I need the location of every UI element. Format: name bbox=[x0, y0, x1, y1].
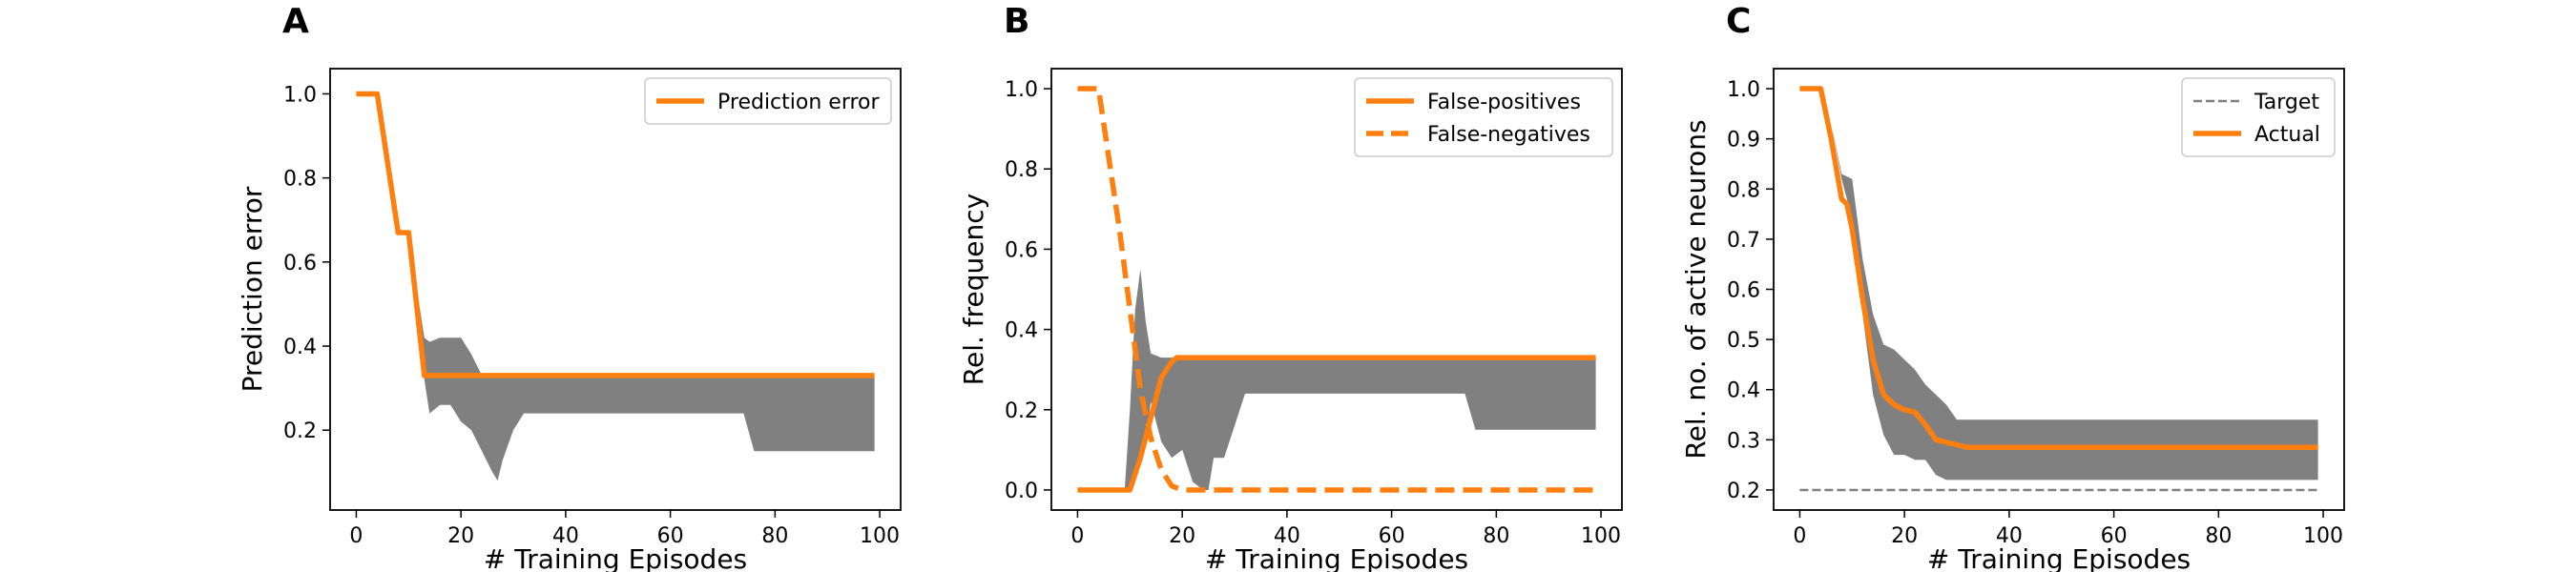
legend: False-positives False-negatives bbox=[1354, 77, 1613, 157]
y-tick-label: 0.3 bbox=[1727, 429, 1760, 453]
x-tick-label: 100 bbox=[1581, 524, 1621, 548]
y-tick-label: 0.6 bbox=[283, 252, 317, 276]
y-tick-label: 1.0 bbox=[1005, 78, 1038, 102]
y-tick-label: 0.0 bbox=[1005, 480, 1038, 503]
y-tick-label: 0.8 bbox=[1005, 158, 1038, 182]
y-axis-label: Rel. frequency bbox=[958, 194, 989, 385]
x-tick-label: 40 bbox=[1996, 524, 2023, 548]
legend-label-prediction-error: Prediction error bbox=[717, 91, 880, 114]
variability-band bbox=[1799, 89, 2318, 480]
x-tick-label: 100 bbox=[2303, 524, 2343, 548]
y-tick-label: 0.4 bbox=[1005, 319, 1038, 343]
x-tick-label: 20 bbox=[1169, 524, 1195, 548]
series-line-false-negatives bbox=[1077, 86, 1596, 493]
panel-label: B bbox=[1004, 2, 1029, 41]
panel-a: A 0 20 40 60 80 100 0.2 0.4 0.6 0.8 1.0 # Training E… bbox=[237, 2, 902, 572]
panel-label: A bbox=[282, 2, 309, 41]
legend-box bbox=[644, 77, 892, 125]
y-tick-label: 0.2 bbox=[283, 419, 317, 443]
y-tick-label: 1.0 bbox=[1727, 78, 1760, 102]
y-tick-label: 0.4 bbox=[1727, 379, 1760, 403]
variability-band bbox=[1077, 269, 1596, 490]
x-tick-label: 60 bbox=[2101, 524, 2128, 548]
legend-label-false-negatives: False-negatives bbox=[1427, 123, 1590, 147]
series-line-prediction-error bbox=[356, 91, 875, 378]
axes-frame bbox=[329, 68, 902, 511]
y-tick-label: 0.9 bbox=[1727, 129, 1760, 153]
x-tick-label: 80 bbox=[761, 524, 788, 548]
panel-label: C bbox=[1726, 2, 1751, 41]
x-tick-label: 0 bbox=[1793, 524, 1806, 548]
x-tick-label: 40 bbox=[552, 524, 579, 548]
x-tick-label: 60 bbox=[657, 524, 684, 548]
y-tick-label: 0.2 bbox=[1005, 399, 1038, 423]
x-tick-label: 80 bbox=[1483, 524, 1509, 548]
y-axis-label: Rel. no. of active neurons bbox=[1680, 119, 1712, 459]
y-tick-label: 0.8 bbox=[283, 168, 317, 192]
legend-label-actual: Actual bbox=[2254, 123, 2320, 147]
y-axis-label: Prediction error bbox=[237, 186, 268, 392]
panel-b: B 0 20 40 60 80 100 0.0 0.2 0.4 0.6 0.8 1.0 # Trainin… bbox=[958, 2, 1623, 572]
legend: Target Actual bbox=[2181, 77, 2336, 157]
x-axis-label: # Training Episodes bbox=[1205, 543, 1468, 572]
y-tick-label: 0.2 bbox=[1727, 480, 1760, 503]
x-tick-label: 0 bbox=[349, 524, 363, 548]
series-line-actual bbox=[1799, 86, 2318, 450]
y-tick-label: 0.6 bbox=[1727, 279, 1760, 303]
x-tick-label: 60 bbox=[1379, 524, 1405, 548]
x-tick-label: 40 bbox=[1274, 524, 1300, 548]
legend-box bbox=[2181, 77, 2336, 157]
y-tick-label: 0.5 bbox=[1727, 329, 1760, 353]
series-line-false-positives bbox=[1077, 355, 1596, 493]
y-tick-label: 1.0 bbox=[283, 83, 317, 107]
x-tick-label: 20 bbox=[447, 524, 474, 548]
panel-c: C 0 20 40 60 80 100 0.2 0.3 0.4 0.5 0.6 0.7 0.8 0.9 1.0… bbox=[1680, 2, 2345, 572]
y-tick-label: 0.8 bbox=[1727, 178, 1760, 202]
legend-label-false-positives: False-positives bbox=[1427, 91, 1581, 114]
y-tick-label: 0.7 bbox=[1727, 229, 1760, 253]
x-tick-label: 0 bbox=[1070, 524, 1084, 548]
y-tick-label: 0.4 bbox=[283, 336, 317, 359]
legend-label-target: Target bbox=[2254, 91, 2319, 114]
x-axis-label: # Training Episodes bbox=[484, 543, 747, 572]
axes-frame bbox=[1050, 68, 1623, 511]
legend: Prediction error bbox=[644, 77, 892, 125]
x-tick-label: 80 bbox=[2205, 524, 2232, 548]
x-tick-label: 100 bbox=[860, 524, 900, 548]
x-tick-label: 20 bbox=[1891, 524, 1918, 548]
legend-box bbox=[1354, 77, 1613, 157]
x-axis-label: # Training Episodes bbox=[1927, 543, 2191, 572]
y-tick-label: 0.6 bbox=[1005, 238, 1038, 262]
variability-band bbox=[356, 93, 875, 481]
